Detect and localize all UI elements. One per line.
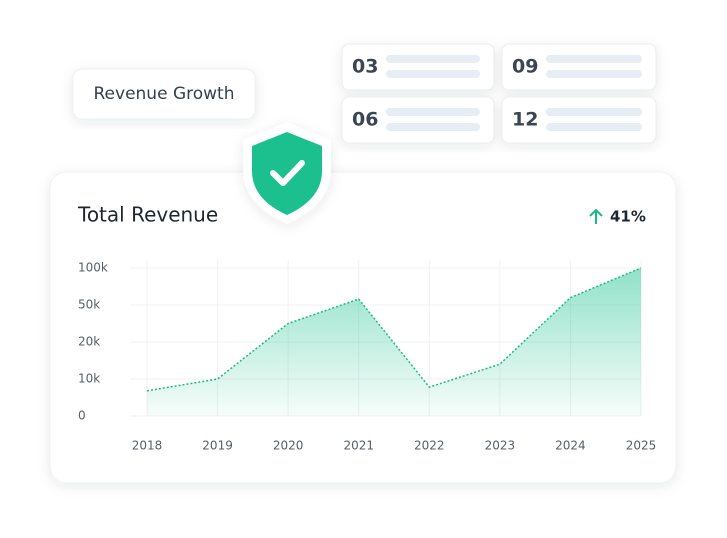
y-tick-label: 50k xyxy=(78,298,100,312)
label-card xyxy=(72,68,256,120)
placeholder-bar xyxy=(386,70,480,78)
label-text: Revenue Growth xyxy=(94,84,235,104)
placeholder-bar xyxy=(546,108,642,116)
x-tick-label: 2025 xyxy=(626,439,657,453)
x-tick-label: 2021 xyxy=(343,439,374,453)
x-tick-label: 2018 xyxy=(132,439,163,453)
placeholder-bar xyxy=(546,70,642,78)
up-arrow xyxy=(589,208,603,224)
x-tick-label: 2024 xyxy=(555,439,586,453)
x-tick-label: 2020 xyxy=(273,439,304,453)
y-tick-label: 20k xyxy=(78,335,100,349)
y-tick-label: 100k xyxy=(78,261,108,275)
chart-title: Total Revenue xyxy=(77,203,218,227)
placeholder-bar xyxy=(386,55,480,63)
x-tick-label: 2022 xyxy=(414,439,445,453)
x-tick-label: 2019 xyxy=(202,439,233,453)
shield xyxy=(243,122,331,224)
stat-number: 03 xyxy=(352,56,378,78)
line xyxy=(146,267,642,392)
x-tick-label: 2023 xyxy=(485,439,516,453)
y-tick-label: 0 xyxy=(78,409,86,423)
area xyxy=(147,268,641,416)
placeholder-bar xyxy=(546,55,642,63)
stat-number: 09 xyxy=(512,56,538,78)
y-tick-label: 10k xyxy=(78,372,100,386)
stat-number: 06 xyxy=(352,109,378,131)
placeholder-bar xyxy=(546,123,642,131)
stat-number: 12 xyxy=(512,109,538,131)
placeholder-bar xyxy=(386,123,480,131)
growth-badge: 41% xyxy=(610,208,646,226)
placeholder-bar xyxy=(386,108,480,116)
